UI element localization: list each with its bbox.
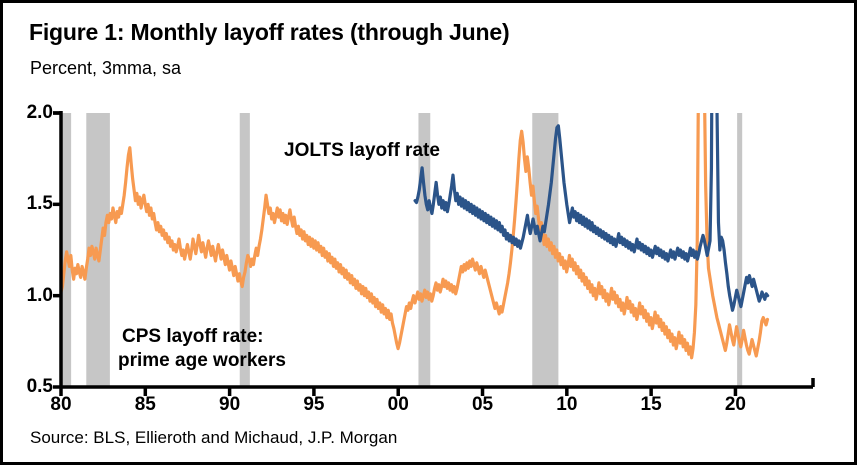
- cps-series-annotation: CPS layoff rate: prime age workers: [118, 325, 286, 373]
- recession-band: [61, 113, 72, 387]
- x-axis-tick-label: 10: [556, 394, 578, 415]
- x-axis-tick-label: 05: [471, 394, 494, 415]
- cps-annotation-line-1: CPS layoff rate:: [122, 326, 264, 347]
- recession-band: [418, 113, 431, 387]
- x-axis-tick-label: 85: [134, 394, 156, 415]
- y-axis-tick-label: 0.5: [26, 376, 53, 397]
- series-group: [61, 113, 770, 360]
- series-line: [413, 113, 770, 312]
- x-axis-tick-label: 95: [303, 394, 325, 415]
- y-axis-labels: 0.5 1.0 1.5 2.0: [11, 3, 53, 462]
- x-axis-tick-label: 15: [640, 394, 662, 415]
- x-axis-tick-label: 20: [724, 394, 747, 415]
- y-axis-tick-label: 1.0: [26, 284, 53, 306]
- recession-band: [239, 113, 250, 387]
- recession-band: [86, 113, 110, 387]
- y-axis-tick-label: 2.0: [26, 102, 53, 123]
- cps-annotation-line-2: prime age workers: [118, 349, 286, 371]
- series-line: [61, 113, 770, 360]
- figure-title: Figure 1: Monthly layoff rates (through …: [29, 19, 510, 45]
- x-axis-tick-label: 00: [387, 394, 409, 415]
- jolts-series-annotation: JOLTS layoff rate: [284, 140, 440, 161]
- chart-plot-area: [3, 3, 854, 462]
- recession-band: [737, 113, 743, 387]
- source-note: Source: BLS, Ellieroth and Michaud, J.P.…: [30, 428, 398, 447]
- layoff-rates-line-chart: [53, 111, 815, 396]
- y-axis-tick-label: 1.5: [26, 193, 53, 215]
- x-axis-tick-label: 90: [219, 394, 241, 415]
- figure-subtitle: Percent, 3mma, sa: [30, 58, 182, 78]
- x-axis-tick-label: 80: [50, 394, 72, 415]
- axes: [53, 111, 815, 396]
